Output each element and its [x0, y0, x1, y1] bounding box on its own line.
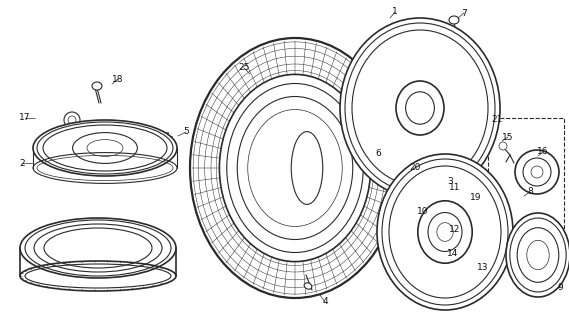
Ellipse shape [377, 154, 513, 310]
Ellipse shape [397, 197, 408, 211]
Ellipse shape [553, 235, 562, 246]
Text: 1: 1 [392, 7, 398, 17]
Text: 8: 8 [527, 188, 533, 196]
Ellipse shape [463, 178, 477, 189]
Ellipse shape [397, 253, 408, 267]
Circle shape [477, 131, 483, 137]
Ellipse shape [291, 132, 323, 204]
Text: 20: 20 [409, 163, 420, 172]
Circle shape [515, 150, 559, 194]
Circle shape [424, 245, 435, 255]
Circle shape [366, 161, 380, 175]
Circle shape [455, 209, 465, 219]
Ellipse shape [414, 275, 428, 286]
Ellipse shape [453, 223, 459, 229]
Ellipse shape [33, 120, 177, 176]
Bar [152, 132, 168, 140]
Ellipse shape [489, 224, 498, 240]
Circle shape [467, 258, 477, 268]
Ellipse shape [514, 235, 523, 246]
Ellipse shape [190, 38, 400, 298]
Ellipse shape [92, 82, 102, 90]
Text: 18: 18 [112, 75, 123, 84]
Ellipse shape [531, 281, 545, 288]
Text: 25: 25 [238, 63, 250, 73]
Ellipse shape [463, 275, 477, 286]
Circle shape [523, 158, 551, 186]
Ellipse shape [553, 264, 562, 276]
Ellipse shape [340, 18, 500, 198]
Text: 11: 11 [450, 183, 461, 193]
Ellipse shape [437, 172, 453, 180]
Text: 7: 7 [461, 9, 467, 18]
Ellipse shape [437, 284, 453, 292]
Ellipse shape [482, 253, 493, 267]
Text: 16: 16 [537, 148, 549, 156]
Ellipse shape [531, 222, 545, 229]
Ellipse shape [304, 283, 312, 289]
Ellipse shape [391, 224, 401, 240]
Ellipse shape [414, 178, 428, 189]
Ellipse shape [514, 264, 523, 276]
Text: 5: 5 [183, 127, 189, 137]
Text: 17: 17 [19, 114, 31, 123]
Circle shape [423, 171, 437, 185]
Ellipse shape [506, 213, 569, 297]
Circle shape [458, 248, 466, 256]
Text: 21: 21 [491, 116, 502, 124]
Circle shape [64, 112, 80, 128]
Text: 19: 19 [470, 194, 482, 203]
Circle shape [455, 245, 465, 255]
Text: 9: 9 [557, 284, 563, 292]
Circle shape [424, 209, 435, 219]
Text: 10: 10 [417, 207, 429, 217]
Text: 14: 14 [447, 249, 459, 258]
Text: 15: 15 [502, 132, 514, 141]
Text: 6: 6 [375, 148, 381, 157]
Text: 2: 2 [19, 158, 25, 167]
Bar [488, 118, 564, 228]
Ellipse shape [20, 218, 176, 278]
Circle shape [499, 142, 507, 150]
Text: 13: 13 [477, 263, 489, 273]
Text: 4: 4 [322, 298, 328, 307]
Text: 3: 3 [447, 178, 453, 187]
Text: 12: 12 [450, 226, 461, 235]
Ellipse shape [482, 197, 493, 211]
Ellipse shape [449, 16, 459, 24]
